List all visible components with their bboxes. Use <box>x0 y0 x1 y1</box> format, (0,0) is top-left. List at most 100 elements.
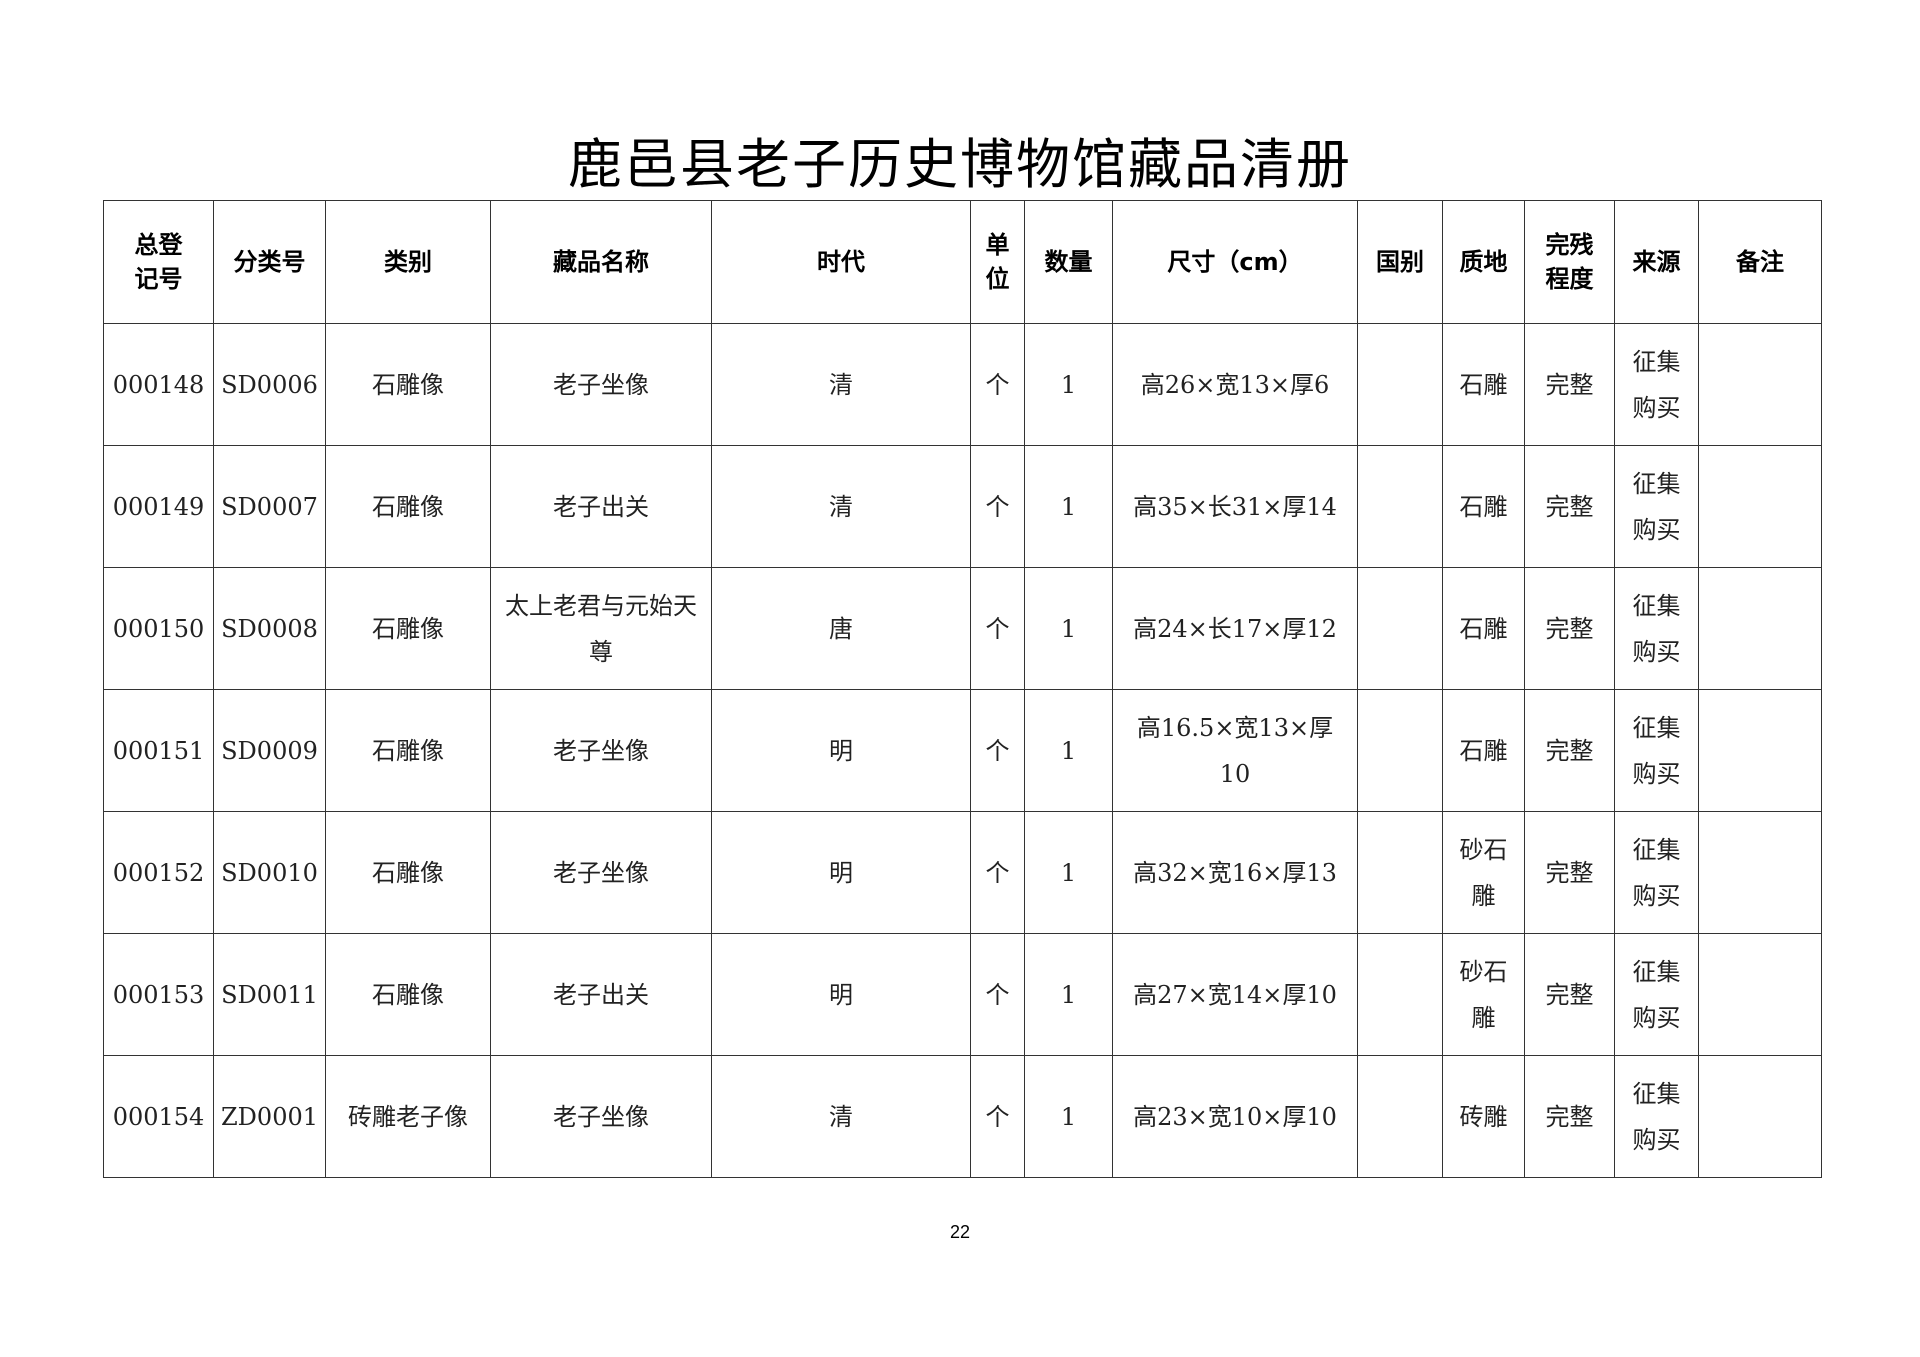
cell-unit: 个 <box>970 933 1025 1056</box>
cell-condition: 完整 <box>1524 689 1615 812</box>
col-header-remarks: 备注 <box>1698 200 1822 324</box>
cell-dimensions: 高32×宽16×厚13 <box>1112 811 1358 934</box>
cell-source: 征集购买 <box>1614 445 1699 568</box>
table-row: 000148 SD0006 石雕像 老子坐像 清 个 1 高26×宽13×厚6 … <box>103 323 1822 446</box>
cell-source: 征集购买 <box>1614 689 1699 812</box>
cell-dimensions: 高24×长17×厚12 <box>1112 567 1358 690</box>
table-row: 000152 SD0010 石雕像 老子坐像 明 个 1 高32×宽16×厚13… <box>103 811 1822 934</box>
cell-registration-no: 000149 <box>103 445 214 568</box>
col-header-country: 国别 <box>1357 200 1443 324</box>
cell-unit: 个 <box>970 445 1025 568</box>
col-header-condition: 完残程度 <box>1524 200 1615 324</box>
cell-source: 征集购买 <box>1614 323 1699 446</box>
cell-quantity: 1 <box>1024 323 1113 446</box>
cell-country <box>1357 1055 1443 1178</box>
cell-country <box>1357 933 1443 1056</box>
col-header-classification-no: 分类号 <box>213 200 326 324</box>
cell-material: 石雕 <box>1442 689 1525 812</box>
cell-country <box>1357 323 1443 446</box>
table-row: 000149 SD0007 石雕像 老子出关 清 个 1 高35×长31×厚14… <box>103 445 1822 568</box>
cell-material: 石雕 <box>1442 323 1525 446</box>
cell-period: 清 <box>711 1055 971 1178</box>
cell-category: 石雕像 <box>325 811 491 934</box>
collection-register-table: 总登记号 分类号 类别 藏品名称 时代 单位 数量 尺寸（cm） 国别 质地 完… <box>103 200 1822 1178</box>
cell-condition: 完整 <box>1524 1055 1615 1178</box>
cell-registration-no: 000150 <box>103 567 214 690</box>
cell-category: 石雕像 <box>325 933 491 1056</box>
cell-dimensions: 高35×长31×厚14 <box>1112 445 1358 568</box>
cell-item-name: 太上老君与元始天尊 <box>490 567 712 690</box>
cell-dimensions: 高26×宽13×厚6 <box>1112 323 1358 446</box>
cell-item-name: 老子坐像 <box>490 811 712 934</box>
cell-dimensions: 高27×宽14×厚10 <box>1112 933 1358 1056</box>
cell-category: 石雕像 <box>325 567 491 690</box>
cell-material: 砖雕 <box>1442 1055 1525 1178</box>
col-header-source: 来源 <box>1614 200 1699 324</box>
cell-unit: 个 <box>970 567 1025 690</box>
col-header-period: 时代 <box>711 200 971 324</box>
cell-quantity: 1 <box>1024 445 1113 568</box>
cell-material: 石雕 <box>1442 567 1525 690</box>
cell-period: 清 <box>711 323 971 446</box>
cell-remarks <box>1698 567 1822 690</box>
col-header-material: 质地 <box>1442 200 1525 324</box>
cell-classification-no: SD0008 <box>213 567 326 690</box>
cell-classification-no: SD0010 <box>213 811 326 934</box>
cell-quantity: 1 <box>1024 933 1113 1056</box>
col-header-unit: 单位 <box>970 200 1025 324</box>
cell-condition: 完整 <box>1524 933 1615 1056</box>
cell-remarks <box>1698 1055 1822 1178</box>
cell-item-name: 老子坐像 <box>490 689 712 812</box>
cell-registration-no: 000153 <box>103 933 214 1056</box>
cell-quantity: 1 <box>1024 567 1113 690</box>
col-header-category: 类别 <box>325 200 491 324</box>
cell-condition: 完整 <box>1524 323 1615 446</box>
cell-unit: 个 <box>970 1055 1025 1178</box>
col-header-dimensions: 尺寸（cm） <box>1112 200 1358 324</box>
cell-period: 清 <box>711 445 971 568</box>
cell-condition: 完整 <box>1524 567 1615 690</box>
cell-classification-no: ZD0001 <box>213 1055 326 1178</box>
cell-classification-no: SD0009 <box>213 689 326 812</box>
col-header-quantity: 数量 <box>1024 200 1113 324</box>
cell-source: 征集购买 <box>1614 567 1699 690</box>
table-row: 000151 SD0009 石雕像 老子坐像 明 个 1 高16.5×宽13×厚… <box>103 689 1822 812</box>
cell-quantity: 1 <box>1024 1055 1113 1178</box>
cell-country <box>1357 567 1443 690</box>
cell-remarks <box>1698 811 1822 934</box>
cell-unit: 个 <box>970 323 1025 446</box>
cell-source: 征集购买 <box>1614 1055 1699 1178</box>
cell-remarks <box>1698 323 1822 446</box>
cell-category: 石雕像 <box>325 323 491 446</box>
cell-classification-no: SD0006 <box>213 323 326 446</box>
cell-remarks <box>1698 933 1822 1056</box>
cell-material: 砂石雕 <box>1442 933 1525 1056</box>
cell-material: 石雕 <box>1442 445 1525 568</box>
cell-remarks <box>1698 445 1822 568</box>
cell-dimensions: 高23×宽10×厚10 <box>1112 1055 1358 1178</box>
cell-registration-no: 000151 <box>103 689 214 812</box>
cell-item-name: 老子坐像 <box>490 323 712 446</box>
cell-country <box>1357 811 1443 934</box>
cell-country <box>1357 445 1443 568</box>
cell-remarks <box>1698 689 1822 812</box>
cell-condition: 完整 <box>1524 811 1615 934</box>
cell-registration-no: 000148 <box>103 323 214 446</box>
cell-registration-no: 000152 <box>103 811 214 934</box>
cell-category: 石雕像 <box>325 445 491 568</box>
table-header-row: 总登记号 分类号 类别 藏品名称 时代 单位 数量 尺寸（cm） 国别 质地 完… <box>103 200 1822 324</box>
cell-registration-no: 000154 <box>103 1055 214 1178</box>
cell-quantity: 1 <box>1024 811 1113 934</box>
cell-quantity: 1 <box>1024 689 1113 812</box>
table-row: 000153 SD0011 石雕像 老子出关 明 个 1 高27×宽14×厚10… <box>103 933 1822 1056</box>
page-number: 22 <box>949 1222 971 1242</box>
cell-period: 明 <box>711 933 971 1056</box>
cell-source: 征集购买 <box>1614 811 1699 934</box>
cell-country <box>1357 689 1443 812</box>
cell-item-name: 老子坐像 <box>490 1055 712 1178</box>
cell-classification-no: SD0007 <box>213 445 326 568</box>
col-header-item-name: 藏品名称 <box>490 200 712 324</box>
cell-condition: 完整 <box>1524 445 1615 568</box>
cell-dimensions: 高16.5×宽13×厚10 <box>1112 689 1358 812</box>
table-row: 000150 SD0008 石雕像 太上老君与元始天尊 唐 个 1 高24×长1… <box>103 567 1822 690</box>
